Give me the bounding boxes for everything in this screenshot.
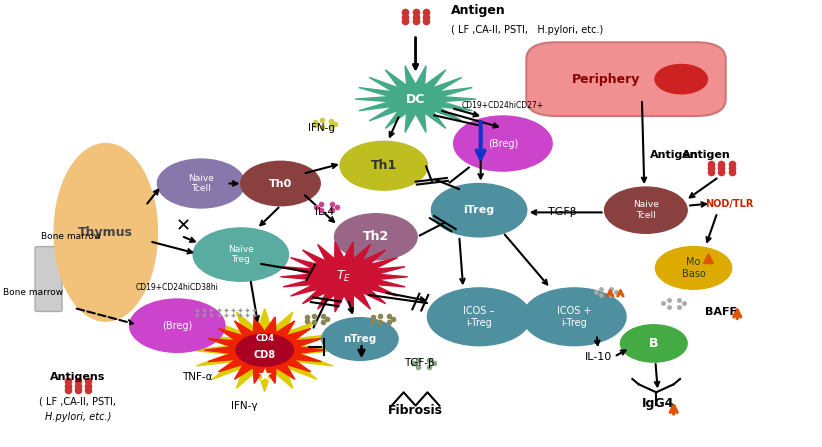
Circle shape bbox=[335, 214, 417, 260]
Text: Mo
Baso: Mo Baso bbox=[681, 257, 705, 279]
Text: Antigen: Antigen bbox=[682, 150, 731, 160]
Text: Bone marrow: Bone marrow bbox=[2, 288, 62, 297]
Text: CD19+CD24hiCD27+: CD19+CD24hiCD27+ bbox=[462, 101, 544, 110]
Text: ( LF ,CA-II, PSTI,: ( LF ,CA-II, PSTI, bbox=[39, 396, 117, 406]
Circle shape bbox=[130, 299, 225, 352]
Circle shape bbox=[241, 161, 321, 206]
Circle shape bbox=[340, 141, 427, 190]
Text: Naive
Tcell: Naive Tcell bbox=[633, 200, 658, 220]
Text: (Breg): (Breg) bbox=[487, 139, 518, 148]
Text: Naïve
Treg: Naïve Treg bbox=[228, 245, 254, 264]
Circle shape bbox=[193, 228, 289, 281]
Text: Naive
Tcell: Naive Tcell bbox=[188, 174, 214, 193]
Text: Antigen: Antigen bbox=[650, 150, 699, 160]
Text: H.pylori, etc.): H.pylori, etc.) bbox=[44, 412, 111, 422]
Text: Bone marrow: Bone marrow bbox=[40, 232, 101, 241]
Circle shape bbox=[655, 64, 708, 94]
Circle shape bbox=[621, 325, 687, 362]
Circle shape bbox=[157, 159, 245, 208]
Circle shape bbox=[236, 334, 293, 366]
Circle shape bbox=[655, 247, 732, 289]
Text: Antigen: Antigen bbox=[451, 4, 506, 17]
FancyBboxPatch shape bbox=[526, 42, 726, 116]
Text: Th0: Th0 bbox=[269, 178, 292, 189]
Text: Thymus: Thymus bbox=[78, 226, 133, 239]
Text: DC: DC bbox=[406, 93, 425, 105]
Text: IgG4: IgG4 bbox=[642, 397, 674, 410]
Circle shape bbox=[427, 288, 531, 346]
Circle shape bbox=[454, 116, 552, 171]
Text: nTreg: nTreg bbox=[344, 334, 376, 344]
Text: IFN-g: IFN-g bbox=[308, 123, 335, 133]
Text: $T_E$: $T_E$ bbox=[336, 269, 352, 284]
Text: TNF-α: TNF-α bbox=[182, 372, 212, 382]
Text: ( LF ,CA-II, PSTI,   H.pylori, etc.): ( LF ,CA-II, PSTI, H.pylori, etc.) bbox=[451, 25, 603, 35]
Polygon shape bbox=[280, 242, 408, 312]
Text: (Breg): (Breg) bbox=[162, 320, 192, 331]
Text: B: B bbox=[649, 337, 658, 350]
FancyBboxPatch shape bbox=[35, 247, 62, 312]
Text: CD19+CD24hiCD38hi: CD19+CD24hiCD38hi bbox=[136, 283, 219, 292]
Text: TGF-β: TGF-β bbox=[404, 358, 435, 368]
Circle shape bbox=[432, 184, 527, 237]
Text: IL-10: IL-10 bbox=[584, 352, 612, 362]
Text: Th1: Th1 bbox=[371, 159, 397, 172]
Text: ★: ★ bbox=[256, 367, 273, 385]
Text: CD4: CD4 bbox=[255, 334, 274, 343]
Text: NOD/TLR: NOD/TLR bbox=[705, 198, 754, 208]
Polygon shape bbox=[191, 309, 339, 392]
Text: TGFβ: TGFβ bbox=[548, 207, 577, 217]
Text: IFN-γ: IFN-γ bbox=[232, 401, 258, 411]
Text: iTreg: iTreg bbox=[464, 205, 495, 215]
Circle shape bbox=[523, 288, 626, 346]
Text: Antigens: Antigens bbox=[50, 372, 106, 382]
Text: Fibrosis: Fibrosis bbox=[388, 404, 443, 417]
Circle shape bbox=[604, 187, 687, 233]
Text: CD8: CD8 bbox=[253, 350, 275, 359]
Text: Th2: Th2 bbox=[363, 230, 389, 243]
Text: ICOS –
i-Treg: ICOS – i-Treg bbox=[464, 306, 495, 328]
Polygon shape bbox=[205, 317, 325, 384]
Polygon shape bbox=[355, 66, 476, 132]
Text: BAFF: BAFF bbox=[705, 308, 737, 317]
Ellipse shape bbox=[54, 143, 157, 321]
Text: ICOS +
i-Treg: ICOS + i-Treg bbox=[557, 306, 592, 328]
Text: ✕: ✕ bbox=[175, 218, 191, 236]
Text: Periphery: Periphery bbox=[572, 72, 640, 86]
Circle shape bbox=[322, 318, 398, 360]
Text: IL-4: IL-4 bbox=[315, 207, 334, 217]
